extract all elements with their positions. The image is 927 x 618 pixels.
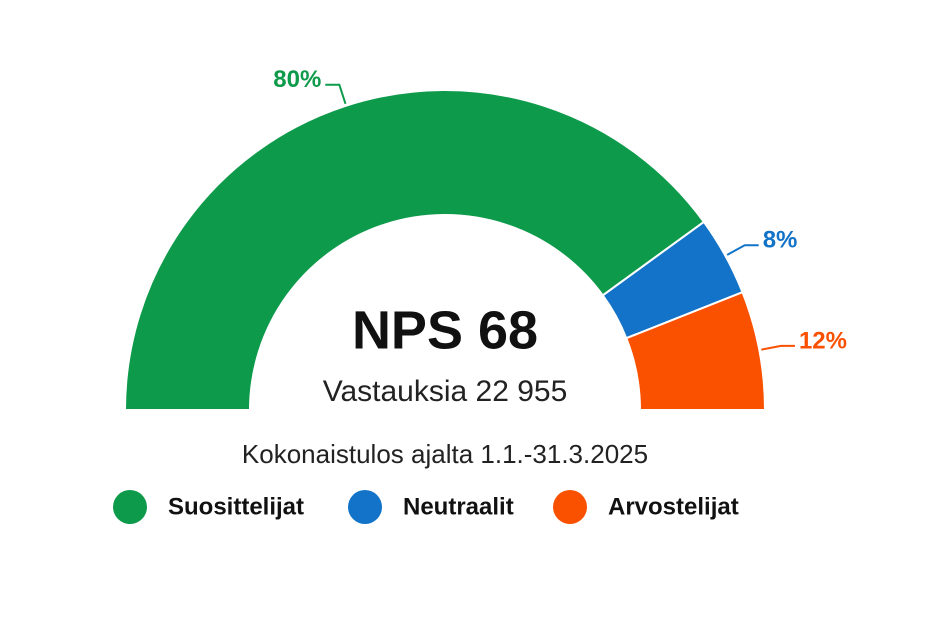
legend-label: Suosittelijat: [168, 493, 304, 520]
data-label: 80%: [273, 66, 321, 93]
segment: [123, 89, 706, 411]
legend-swatch: [348, 490, 382, 524]
chart-title: NPS 68: [352, 300, 538, 360]
subtitle: Vastauksia 22 955: [323, 375, 568, 408]
segment: [625, 290, 767, 411]
leader-line: [726, 244, 759, 256]
data-label: 12%: [799, 327, 847, 354]
leader-line: [325, 83, 347, 105]
legend-swatch: [113, 490, 147, 524]
caption: Kokonaistulos ajalta 1.1.-31.3.2025: [242, 439, 648, 469]
legend-label: Arvostelijat: [608, 493, 739, 520]
legend-label: Neutraalit: [403, 493, 514, 520]
data-label: 8%: [763, 227, 798, 254]
leader-line: [761, 344, 795, 351]
legend-swatch: [553, 490, 587, 524]
